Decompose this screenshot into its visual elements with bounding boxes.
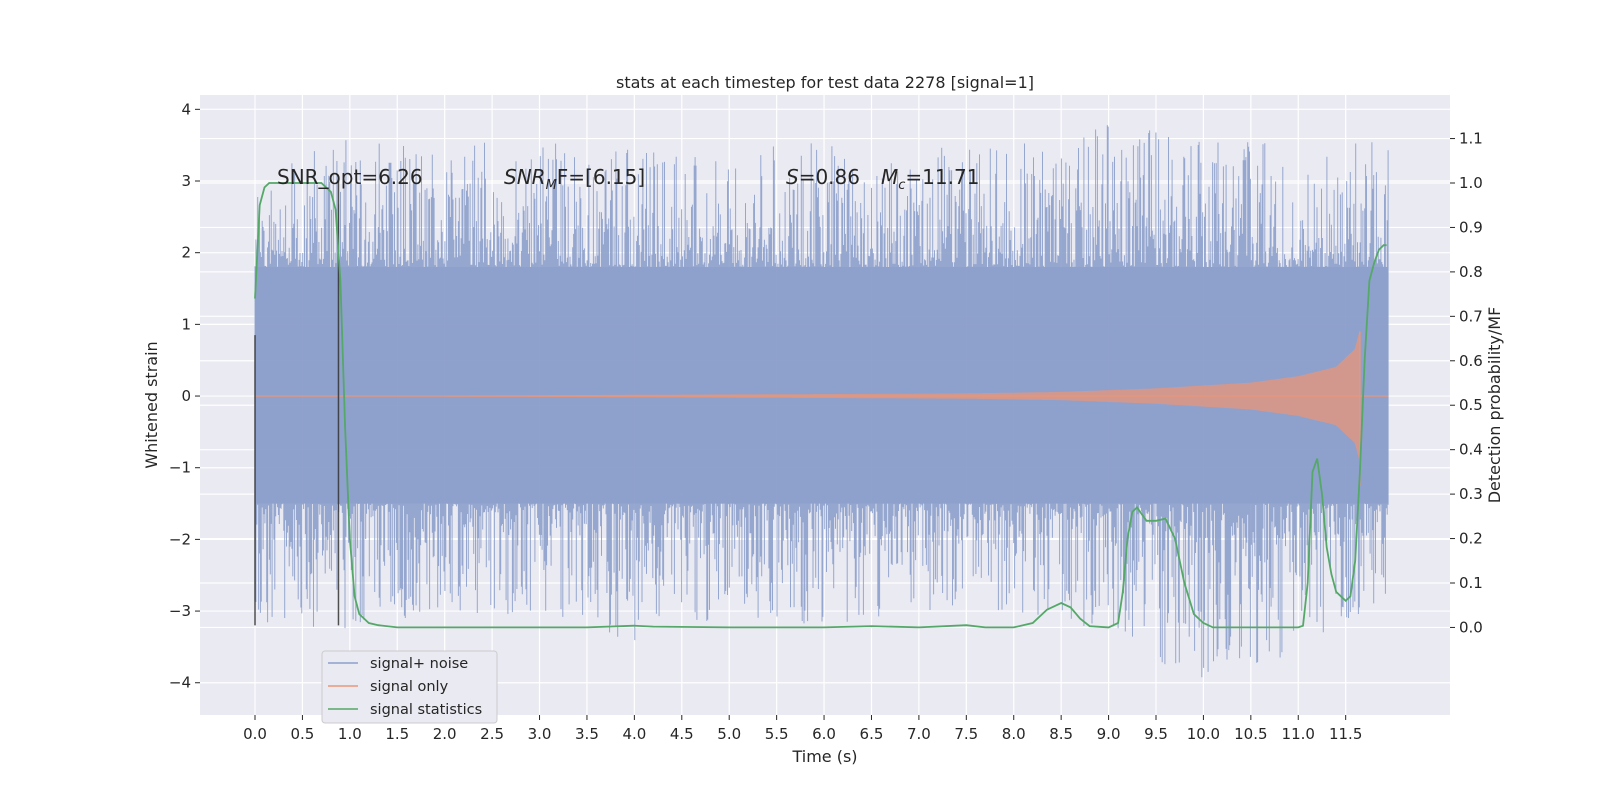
annotation-s: S=0.86 xyxy=(786,165,860,189)
legend-box xyxy=(321,650,498,724)
y2-tick-label: 0.3 xyxy=(1459,485,1483,503)
x-axis-ticks: 0.0 0.5 1.0 1.5 2.0 2.5 3.0 3.5 4.0 4.5 5.0 5.5 6.0 6… xyxy=(243,715,1362,743)
annotation-mc: Mc=11.71 xyxy=(881,165,979,193)
y-tick-label: 4 xyxy=(181,100,191,118)
x-tick-label: 9.5 xyxy=(1144,725,1168,743)
chart-title: stats at each timestep for test data 227… xyxy=(616,73,1034,92)
x-tick-label: 5.0 xyxy=(717,725,741,743)
x-tick-label: 3.0 xyxy=(528,725,552,743)
mc-sub: c xyxy=(898,178,905,193)
y2-tick-label: 0.2 xyxy=(1459,530,1483,548)
y2-tick-label: 0.0 xyxy=(1459,618,1483,636)
x-tick-label: 0.0 xyxy=(243,725,267,743)
x-tick-label: 11.0 xyxy=(1282,725,1315,743)
legend-label-signal-noise: signal+ noise xyxy=(370,656,468,672)
y2-tick-label: 1.1 xyxy=(1459,130,1483,148)
x-axis-label: Time (s) xyxy=(791,747,857,766)
annotation-snr-opt: SNR_opt=6.26 xyxy=(277,165,423,189)
legend-label-signal-only: signal only xyxy=(370,679,449,695)
y-tick-label: −2 xyxy=(169,530,191,548)
x-tick-label: 6.0 xyxy=(812,725,836,743)
x-tick-label: 3.5 xyxy=(575,725,599,743)
legend-label-signal-statistics: signal statistics xyxy=(370,702,482,718)
x-tick-label: 7.5 xyxy=(954,725,978,743)
x-tick-label: 8.5 xyxy=(1049,725,1073,743)
x-tick-label: 4.5 xyxy=(670,725,694,743)
x-tick-label: 7.0 xyxy=(907,725,931,743)
x-tick-label: 9.0 xyxy=(1097,725,1121,743)
legend: signal+ noise signal only signal statist… xyxy=(321,650,498,724)
y2-tick-label: 0.5 xyxy=(1459,396,1483,414)
y2-tick-label: 0.7 xyxy=(1459,307,1483,325)
signal-statistics-line xyxy=(254,182,1387,629)
y-tick-label: 2 xyxy=(181,244,191,262)
mc-rest: =11.71 xyxy=(905,165,979,189)
x-tick-label: 2.0 xyxy=(433,725,457,743)
y2-tick-label: 0.1 xyxy=(1459,574,1483,592)
y2-tick-label: 0.9 xyxy=(1459,218,1483,236)
x-tick-label: 0.5 xyxy=(290,725,314,743)
s-main: S xyxy=(786,165,799,189)
y2-tick-label: 0.8 xyxy=(1459,263,1483,281)
y-tick-label: −4 xyxy=(169,674,191,692)
y2-tick-label: 0.4 xyxy=(1459,441,1483,459)
y2-axis-label: Detection probability/MF xyxy=(1485,307,1504,504)
signal-statistics-series xyxy=(254,182,1387,629)
s-rest: =0.86 xyxy=(799,165,860,189)
snr-mf-sub: M xyxy=(546,178,557,193)
snr-mf-main: SNR xyxy=(504,165,546,189)
y-tick-label: −1 xyxy=(169,459,191,477)
x-tick-label: 1.0 xyxy=(338,725,362,743)
x-tick-label: 6.5 xyxy=(860,725,884,743)
x-tick-label: 4.0 xyxy=(622,725,646,743)
x-tick-label: 10.5 xyxy=(1234,725,1267,743)
y-tick-label: −3 xyxy=(169,602,191,620)
x-tick-label: 1.5 xyxy=(385,725,409,743)
x-tick-label: 11.5 xyxy=(1329,725,1362,743)
y2-tick-label: 0.6 xyxy=(1459,352,1483,370)
signal-plus-noise-series xyxy=(254,125,1389,678)
y-tick-label: 0 xyxy=(181,387,191,405)
y2-axis-ticks: 1.1 1.0 0.9 0.8 0.7 0.6 0.5 0.4 0.3 0.2 0.1 0.0 xyxy=(1450,130,1483,636)
x-tick-label: 8.0 xyxy=(1002,725,1026,743)
mc-main: M xyxy=(881,165,898,189)
x-tick-label: 10.0 xyxy=(1187,725,1220,743)
y-tick-label: 3 xyxy=(181,172,191,190)
annotation-snr-mf: SNRMF=[6.15] xyxy=(504,165,645,193)
y-axis-label: Whitened strain xyxy=(142,341,161,468)
snr-mf-rest: F=[6.15] xyxy=(557,165,645,189)
y2-tick-label: 1.0 xyxy=(1459,174,1483,192)
x-tick-label: 5.5 xyxy=(765,725,789,743)
y-tick-label: 1 xyxy=(181,315,191,333)
x-tick-label: 2.5 xyxy=(480,725,504,743)
y-axis-ticks: 4 3 2 1 0 −1 −2 −3 −4 xyxy=(169,100,200,692)
